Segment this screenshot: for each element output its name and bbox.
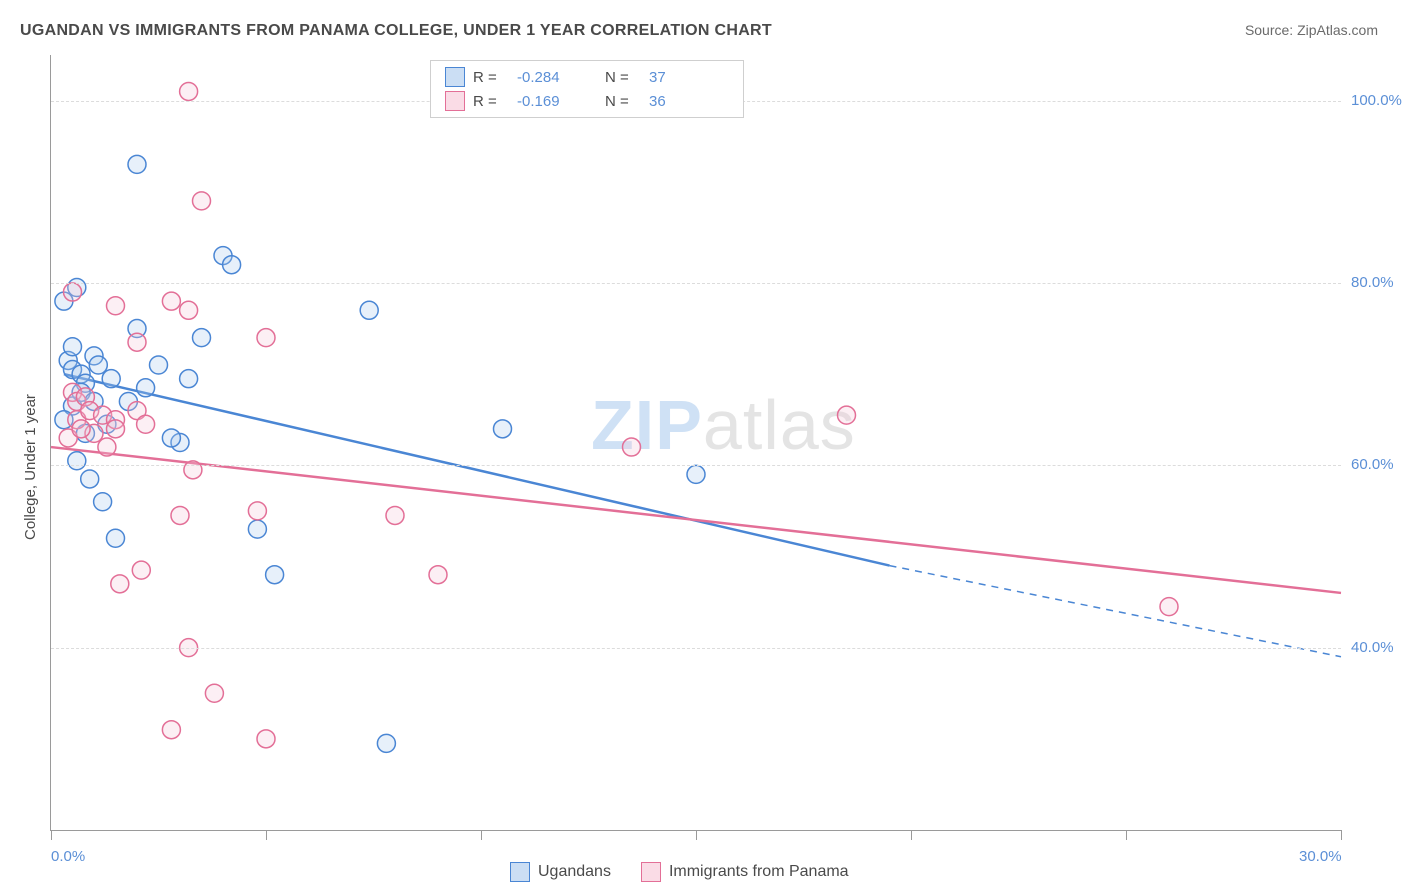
legend-item: Ugandans (510, 862, 611, 882)
x-tick (266, 830, 267, 840)
legend-series-label: Immigrants from Panama (669, 863, 849, 881)
x-tick (696, 830, 697, 840)
y-tick-label: 60.0% (1351, 456, 1394, 473)
data-point (248, 520, 266, 538)
data-point (180, 82, 198, 100)
regression-line-ext (890, 566, 1342, 657)
data-point (162, 429, 180, 447)
legend-label-n: N = (605, 93, 641, 110)
legend-swatch (445, 67, 465, 87)
data-point (257, 329, 275, 347)
legend-row: R = -0.284 N = 37 (431, 65, 743, 89)
data-point (171, 506, 189, 524)
data-point (162, 292, 180, 310)
data-point (94, 493, 112, 511)
data-point (494, 420, 512, 438)
legend-n-value: 36 (649, 93, 729, 110)
y-tick-label: 40.0% (1351, 639, 1394, 656)
data-point (107, 420, 125, 438)
data-point (162, 721, 180, 739)
data-point (193, 192, 211, 210)
legend-label-r: R = (473, 69, 509, 86)
x-tick (51, 830, 52, 840)
data-point (184, 461, 202, 479)
scatter-plot-svg (51, 55, 1341, 830)
data-point (89, 356, 107, 374)
source-prefix: Source: (1245, 22, 1297, 38)
page-title: UGANDAN VS IMMIGRANTS FROM PANAMA COLLEG… (20, 22, 772, 40)
legend-r-value: -0.169 (517, 93, 597, 110)
data-point (98, 438, 116, 456)
data-point (107, 529, 125, 547)
data-point (223, 256, 241, 274)
y-tick-label: 80.0% (1351, 274, 1394, 291)
legend-series-label: Ugandans (538, 863, 611, 881)
x-tick (1341, 830, 1342, 840)
data-point (81, 470, 99, 488)
data-point (266, 566, 284, 584)
data-point (257, 730, 275, 748)
data-point (107, 297, 125, 315)
data-point (150, 356, 168, 374)
correlation-legend: R = -0.284 N = 37 R = -0.169 N = 36 (430, 60, 744, 118)
x-tick (481, 830, 482, 840)
gridline-h (51, 648, 1341, 649)
legend-item: Immigrants from Panama (641, 862, 849, 882)
legend-swatch (510, 862, 530, 882)
data-point (64, 283, 82, 301)
data-point (386, 506, 404, 524)
data-point (623, 438, 641, 456)
data-point (128, 333, 146, 351)
data-point (64, 338, 82, 356)
legend-r-value: -0.284 (517, 69, 597, 86)
data-point (111, 575, 129, 593)
y-tick-label: 100.0% (1351, 92, 1402, 109)
data-point (128, 155, 146, 173)
x-tick (1126, 830, 1127, 840)
data-point (180, 370, 198, 388)
data-point (137, 415, 155, 433)
legend-n-value: 37 (649, 69, 729, 86)
legend-row: R = -0.169 N = 36 (431, 89, 743, 113)
data-point (180, 301, 198, 319)
legend-swatch (445, 91, 465, 111)
source-link[interactable]: ZipAtlas.com (1297, 22, 1378, 38)
data-point (248, 502, 266, 520)
chart-area: ZIPatlas 40.0%60.0%80.0%100.0%0.0%30.0% (50, 55, 1341, 831)
x-tick-label: 30.0% (1299, 848, 1342, 865)
data-point (205, 684, 223, 702)
data-point (377, 734, 395, 752)
data-point (838, 406, 856, 424)
data-point (102, 370, 120, 388)
x-tick (911, 830, 912, 840)
data-point (360, 301, 378, 319)
data-point (687, 465, 705, 483)
y-axis-label: College, Under 1 year (22, 394, 39, 540)
series-legend: Ugandans Immigrants from Panama (510, 862, 849, 882)
gridline-h (51, 465, 1341, 466)
legend-swatch (641, 862, 661, 882)
data-point (132, 561, 150, 579)
data-point (137, 379, 155, 397)
legend-label-r: R = (473, 93, 509, 110)
x-tick-label: 0.0% (51, 848, 85, 865)
data-point (68, 452, 86, 470)
data-point (72, 420, 90, 438)
source-label: Source: ZipAtlas.com (1245, 22, 1378, 38)
data-point (1160, 598, 1178, 616)
data-point (429, 566, 447, 584)
data-point (193, 329, 211, 347)
legend-label-n: N = (605, 69, 641, 86)
gridline-h (51, 283, 1341, 284)
